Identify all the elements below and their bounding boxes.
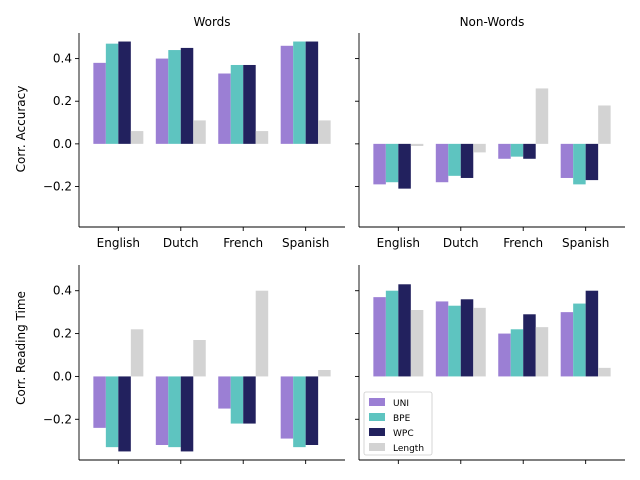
column-title-non-words: Non-Words bbox=[460, 15, 525, 29]
bar-bpe-dutch bbox=[168, 50, 181, 144]
bar-length-dutch bbox=[473, 143, 486, 153]
bar-uni-spanish bbox=[280, 45, 294, 144]
bar-bpe-english bbox=[385, 143, 399, 183]
legend-swatch-bpe bbox=[369, 413, 385, 421]
bar-uni-spanish bbox=[560, 143, 574, 178]
bar-length-spanish bbox=[598, 105, 611, 144]
x-tick-label-english: English bbox=[377, 236, 420, 250]
bar-bpe-dutch bbox=[168, 376, 181, 448]
y-tick-label: 0.0 bbox=[53, 137, 72, 151]
legend-swatch-uni bbox=[369, 398, 385, 406]
panel-words-reading-time: −0.2 0.0 0.2 0.4 bbox=[43, 265, 345, 464]
bar-bpe-spanish bbox=[573, 303, 586, 377]
bar-bpe-english bbox=[385, 290, 399, 377]
bar-length-english bbox=[410, 143, 424, 146]
panel-nonwords-accuracy: English Dutch French Spanish bbox=[355, 33, 625, 250]
legend-label-uni: UNI bbox=[393, 399, 409, 409]
bar-wpc-french bbox=[523, 314, 536, 377]
bar-uni-english bbox=[373, 297, 386, 377]
bar-uni-dutch bbox=[155, 376, 169, 445]
bar-wpc-spanish bbox=[585, 290, 599, 377]
y-tick-label: −0.2 bbox=[43, 179, 72, 193]
bar-wpc-spanish bbox=[305, 376, 319, 445]
bar-length-dutch bbox=[193, 120, 206, 144]
bar-bpe-french bbox=[510, 143, 524, 157]
bar-bpe-dutch bbox=[448, 143, 461, 176]
legend-label-length: Length bbox=[393, 444, 424, 454]
bar-wpc-english bbox=[118, 376, 131, 452]
column-title-words: Words bbox=[193, 15, 230, 29]
bar-bpe-spanish bbox=[293, 41, 306, 144]
bar-wpc-dutch bbox=[180, 376, 194, 452]
legend-swatch-wpc bbox=[369, 428, 385, 436]
bar-uni-french bbox=[498, 333, 511, 377]
bar-uni-dutch bbox=[155, 58, 169, 144]
y-tick-label: 0.2 bbox=[53, 327, 72, 341]
bar-wpc-english bbox=[118, 41, 131, 144]
y-tick-label: 0.4 bbox=[53, 284, 72, 298]
y-tick-label: 0.2 bbox=[53, 94, 72, 108]
bar-length-spanish bbox=[318, 370, 331, 377]
bar-bpe-french bbox=[230, 64, 244, 144]
bar-uni-english bbox=[93, 376, 106, 428]
bar-length-french bbox=[535, 327, 549, 377]
bar-length-spanish bbox=[598, 367, 611, 377]
bar-bpe-english bbox=[105, 43, 119, 144]
bar-length-dutch bbox=[473, 307, 486, 377]
legend-swatch-length bbox=[369, 443, 385, 451]
bar-uni-spanish bbox=[560, 312, 574, 377]
bar-wpc-dutch bbox=[460, 143, 474, 178]
panel-words-accuracy: −0.2 0.0 0.2 0.4 English Dutch French Spanish bbox=[43, 33, 345, 250]
bar-uni-dutch bbox=[435, 301, 449, 377]
legend-box bbox=[363, 391, 433, 456]
y-tick-label: 0.0 bbox=[53, 369, 72, 383]
bar-wpc-english bbox=[398, 143, 411, 189]
bar-length-french bbox=[255, 131, 269, 144]
bar-bpe-french bbox=[510, 329, 524, 377]
bar-uni-french bbox=[218, 376, 231, 409]
x-tick-label-english: English bbox=[97, 236, 140, 250]
bar-length-english bbox=[130, 131, 144, 144]
bar-length-french bbox=[535, 88, 549, 144]
bar-length-english bbox=[130, 329, 144, 377]
bar-uni-english bbox=[93, 62, 106, 144]
bar-wpc-spanish bbox=[585, 143, 599, 181]
bar-bpe-spanish bbox=[293, 376, 306, 448]
x-tick-label-spanish: Spanish bbox=[562, 236, 609, 250]
bar-uni-spanish bbox=[280, 376, 294, 439]
bar-uni-french bbox=[218, 73, 231, 144]
bar-wpc-french bbox=[243, 376, 256, 424]
x-tick-label-french: French bbox=[223, 236, 263, 250]
bar-wpc-english bbox=[398, 284, 411, 377]
x-tick-label-dutch: Dutch bbox=[163, 236, 199, 250]
x-tick-label-spanish: Spanish bbox=[282, 236, 329, 250]
bar-bpe-spanish bbox=[573, 143, 586, 185]
legend-label-bpe: BPE bbox=[393, 414, 411, 424]
bar-wpc-spanish bbox=[305, 41, 319, 144]
bar-uni-french bbox=[498, 143, 511, 159]
x-tick-label-french: French bbox=[503, 236, 543, 250]
y-axis-label-accuracy: Corr. Accuracy bbox=[14, 86, 28, 173]
bar-length-spanish bbox=[318, 120, 331, 144]
bar-uni-english bbox=[373, 143, 386, 185]
panel-nonwords-reading-time bbox=[355, 265, 625, 464]
legend: UNI BPE WPC Length bbox=[363, 391, 433, 456]
bar-length-english bbox=[410, 310, 424, 377]
y-axis-label-reading-time: Corr. Reading Time bbox=[14, 291, 28, 405]
bar-uni-dutch bbox=[435, 143, 449, 183]
bar-wpc-french bbox=[523, 143, 536, 159]
bar-length-dutch bbox=[193, 340, 206, 377]
bar-wpc-dutch bbox=[460, 299, 474, 377]
bar-bpe-dutch bbox=[448, 305, 461, 377]
bar-length-french bbox=[255, 290, 269, 377]
x-tick-label-dutch: Dutch bbox=[443, 236, 479, 250]
bar-wpc-dutch bbox=[180, 47, 194, 144]
bar-bpe-french bbox=[230, 376, 244, 424]
legend-label-wpc: WPC bbox=[393, 429, 414, 439]
y-tick-label: −0.2 bbox=[43, 412, 72, 426]
bar-wpc-french bbox=[243, 64, 256, 144]
y-tick-label: 0.4 bbox=[53, 52, 72, 66]
bar-bpe-english bbox=[105, 376, 119, 448]
